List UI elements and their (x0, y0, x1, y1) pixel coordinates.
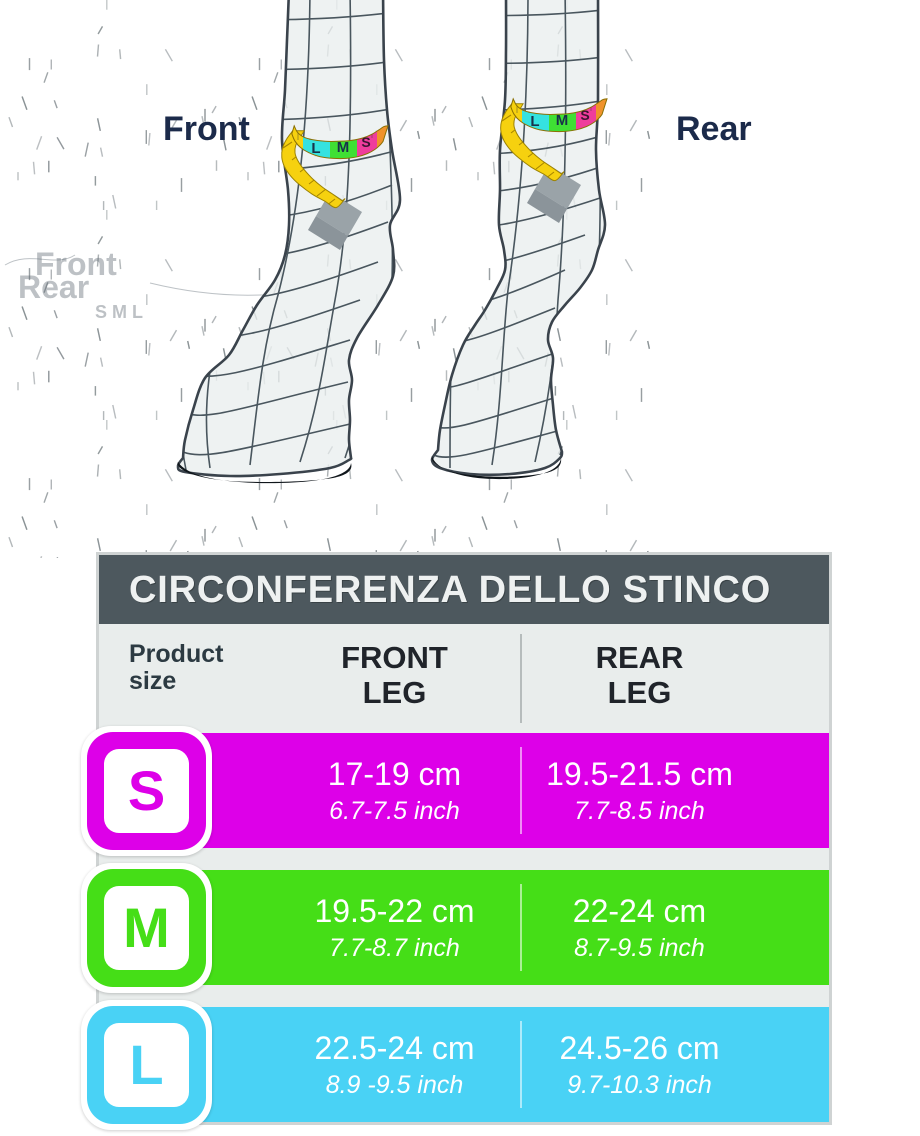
svg-text:M: M (337, 139, 350, 156)
svg-text:Rear: Rear (676, 110, 752, 148)
svg-text:S: S (361, 134, 370, 150)
svg-text:L: L (311, 140, 320, 157)
